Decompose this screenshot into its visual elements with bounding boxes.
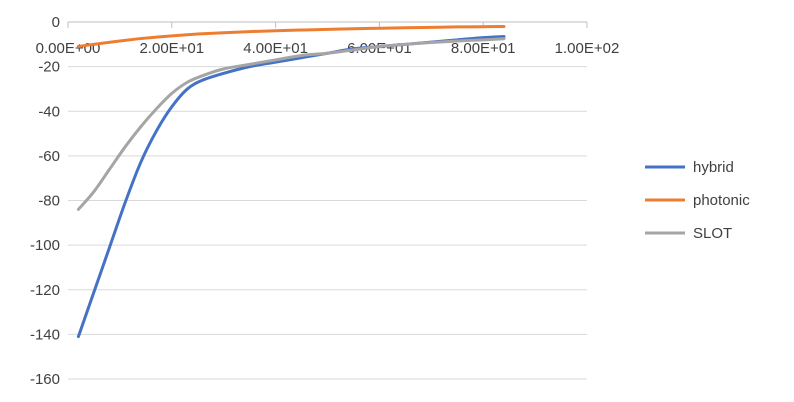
series-line-photonic <box>76 24 506 49</box>
legend-label-slot: SLOT <box>693 225 732 242</box>
series-lines <box>76 24 506 339</box>
y-tick-label: -80 <box>38 193 60 210</box>
legend-label-hybrid: hybrid <box>693 159 734 176</box>
y-tick-label: 0 <box>52 14 60 31</box>
x-tick-label: 8.00E+01 <box>451 40 516 57</box>
series-line-slot <box>76 37 506 211</box>
series-line-hybrid <box>76 35 506 339</box>
y-tick-label: -20 <box>38 59 60 76</box>
x-tick-label: 1.00E+02 <box>555 40 620 57</box>
y-tick-label: -160 <box>30 371 60 388</box>
x-axis-ticks: 0.00E+00 2.00E+01 4.00E+01 6.00E+01 8.00E+01… <box>36 22 620 57</box>
y-tick-label: -60 <box>38 148 60 165</box>
y-tick-label: -140 <box>30 326 60 343</box>
gridlines <box>68 66 587 380</box>
legend: hybrid photonic SLOT <box>645 159 750 242</box>
y-tick-label: -120 <box>30 282 60 299</box>
x-tick-label: 0.00E+00 <box>36 40 101 57</box>
y-axis-ticks: 0 -20 -40 -60 -80 -100 -120 -140 -160 <box>30 14 60 388</box>
x-tick-label: 2.00E+01 <box>139 40 204 57</box>
legend-label-photonic: photonic <box>693 192 750 209</box>
y-tick-label: -40 <box>38 103 60 120</box>
y-tick-label: -100 <box>30 237 60 254</box>
x-tick-label: 4.00E+01 <box>243 40 308 57</box>
